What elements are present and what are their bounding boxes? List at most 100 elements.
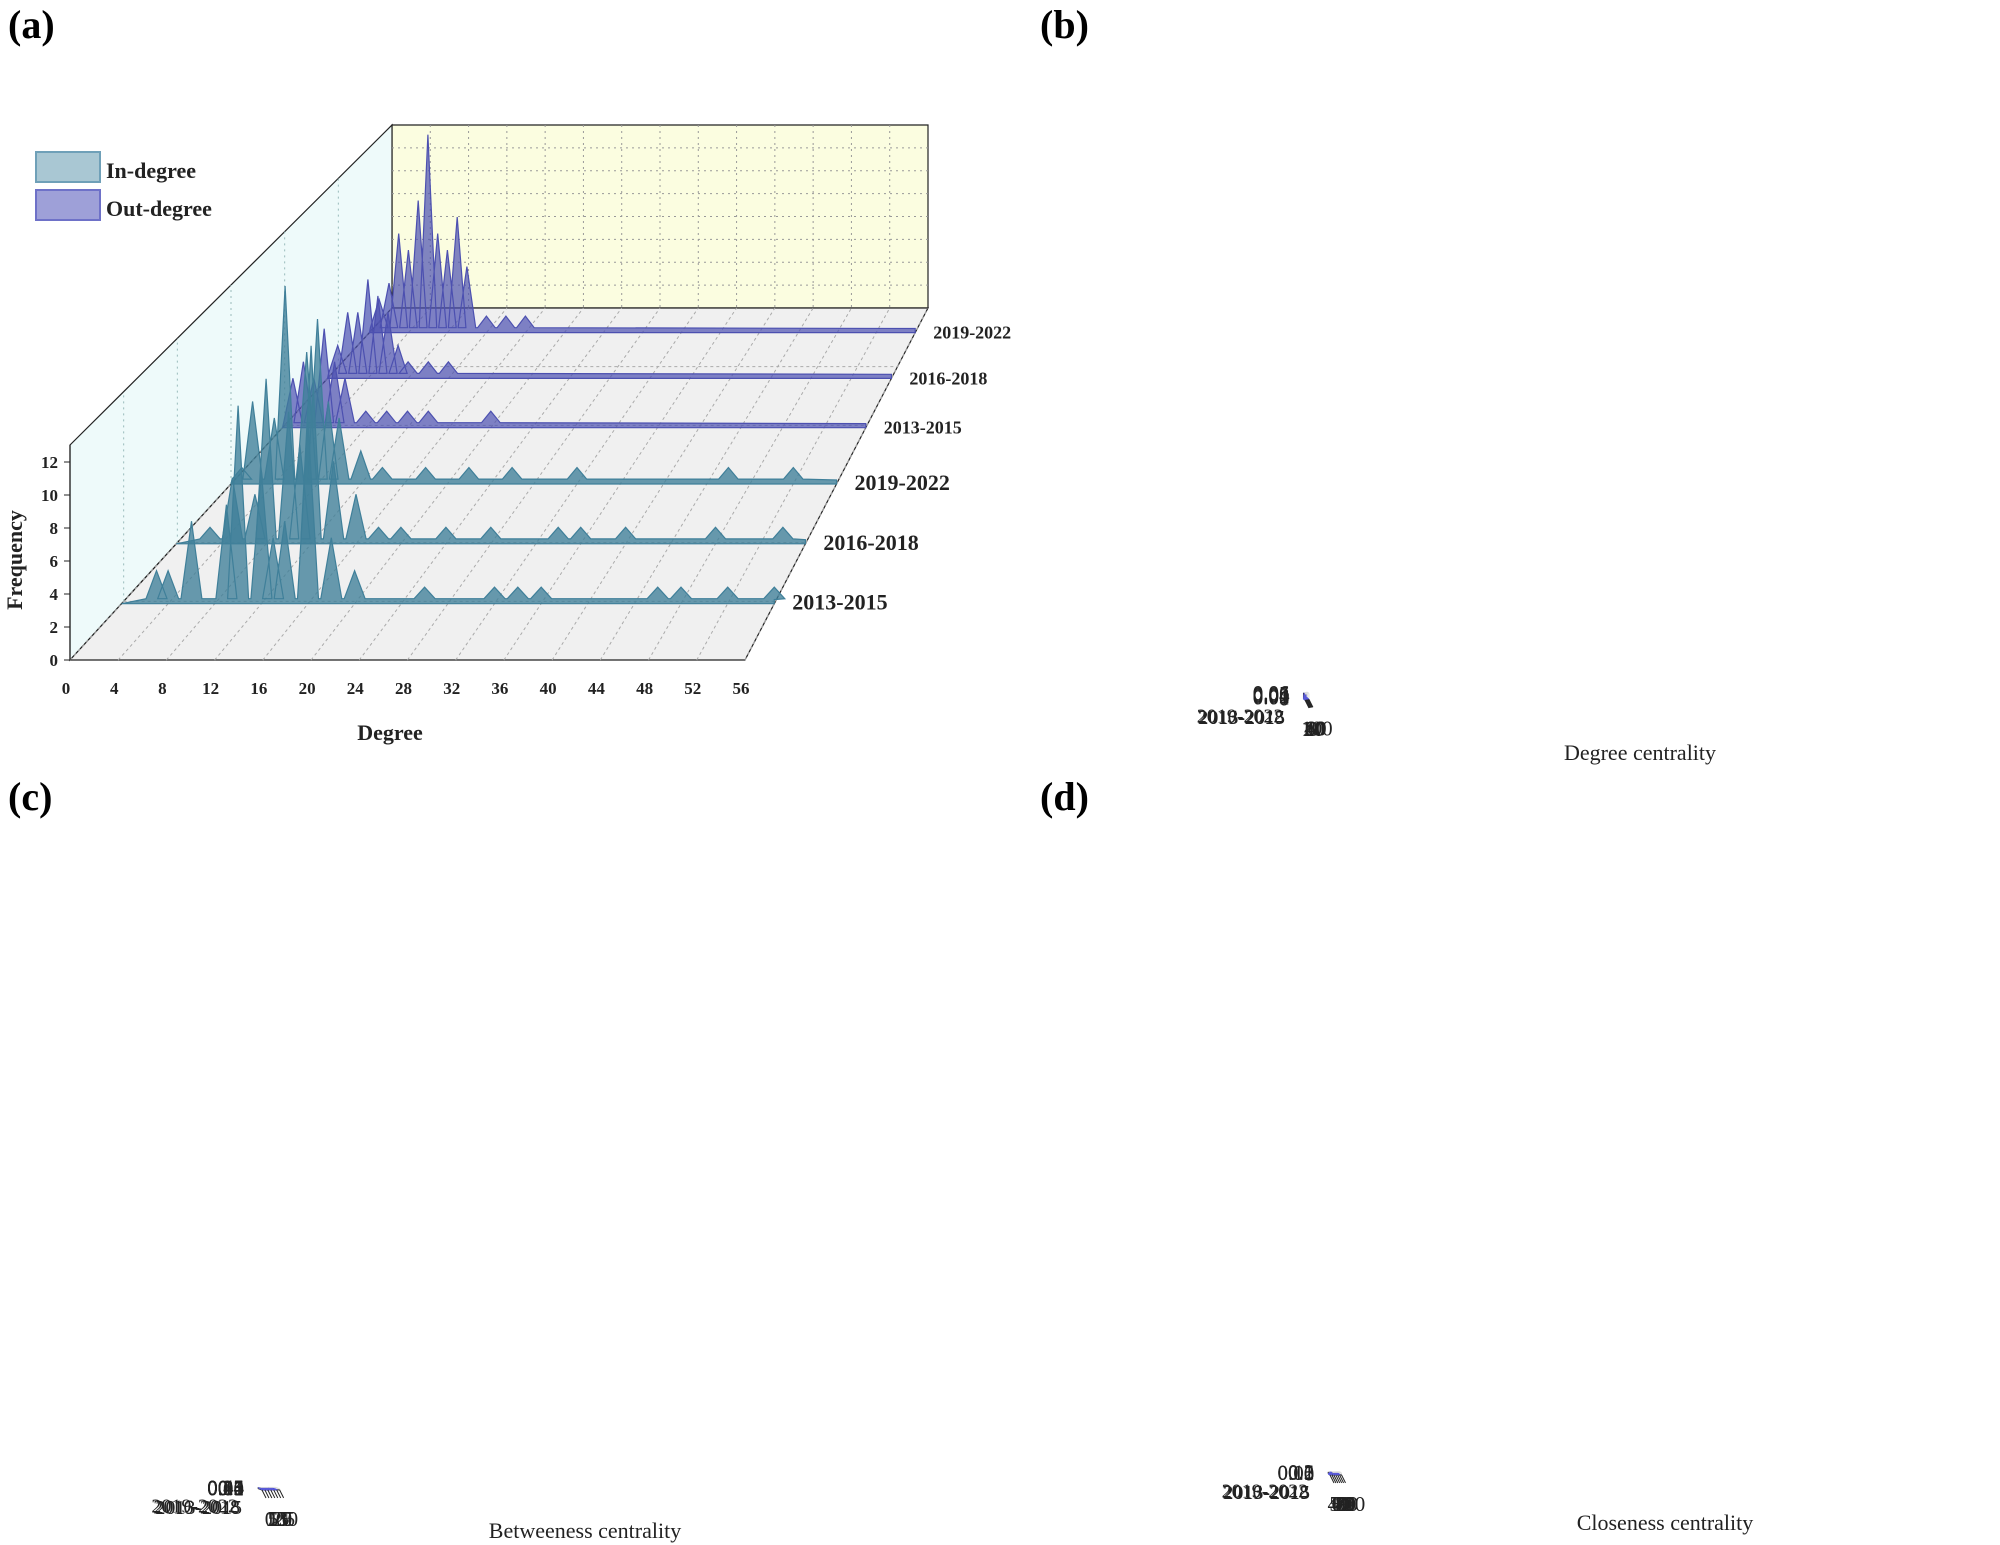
x-tick-25: 25 [274,1507,295,1531]
x-tick-mark [1307,699,1313,708]
legend-swatch-in-degree [35,151,101,183]
x-tick-10: 10 [265,1507,286,1531]
x-axis-title: Betweeness centrality [489,1518,681,1543]
x-tick-36: 36 [491,679,508,698]
y-tick-0: 0 [1279,687,1290,711]
y-tick-0: 0 [50,651,59,670]
y-tick-0.02: 0.02 [1253,685,1290,709]
x-tick-100: 100 [1301,716,1333,740]
period-tick-2019-2022: 2019-2022 [1222,1481,1309,1503]
surface-curve-2016-2018 [259,1487,276,1490]
period-labels: 2019-2022 2016-2018 2013-2015 2019-2022 2016… [792,323,1011,615]
x-axis-title: Degree centrality [1564,740,1716,765]
x-tick-70: 70 [1333,1492,1354,1516]
x-tick-mark [261,1489,267,1499]
x-axis-title: Closeness centrality [1577,1510,1754,1535]
x-tick-mark [1335,1474,1341,1484]
x-tick-56: 56 [733,679,750,698]
period-tick-2019-2022: 2019-2022 [151,1496,238,1518]
x-tick-0: 0 [1308,717,1319,741]
series-out-degree-2016-2018 [326,279,892,379]
x-tick-15: 15 [268,1507,289,1531]
period-tick-2016-2018: 2016-2018 [153,1496,240,1518]
series-group [121,134,916,605]
x-tick-20: 20 [1303,717,1324,741]
series-in-degree-2013-2015 [121,405,787,605]
x-tick-8: 8 [158,679,167,698]
x-tick-40: 40 [540,679,557,698]
y-tick-0.15: 0.15 [1278,1460,1315,1484]
x-tick-0: 0 [265,1507,276,1531]
panel-label-a: (a) [8,2,55,47]
y-tick-0.1: 0.1 [218,1476,244,1500]
period-label-2019-2022: 2019-2022 [933,323,1011,343]
panel-c-chart: 05101520253000.050.10.150.20.250.30.350.… [151,1475,681,1543]
x-tick-mark [1341,1474,1346,1484]
x-tick-60: 60 [1331,1492,1352,1516]
x-tick-16: 16 [250,679,267,698]
x-tick-24: 24 [347,679,365,698]
y-tick-0.1: 0.1 [1288,1461,1314,1485]
x-tick-100: 100 [1334,1492,1366,1516]
ticks: 02040608010000.010.020.030.040.050.06201… [1197,681,1333,741]
y-tick-0.4: 0.4 [218,1476,245,1500]
y-tick-0.25: 0.25 [207,1476,244,1500]
x-tick-80: 80 [1306,716,1327,740]
y-tick-0.05: 0.05 [1278,1461,1315,1485]
x-tick-4: 4 [110,679,119,698]
x-tick-mark [1331,1474,1337,1484]
period-tick-2013-2015: 2013-2015 [1198,707,1285,729]
grid-line [1307,691,1310,694]
x-tick-mark [276,1489,282,1499]
x-tick-mark [1333,1474,1339,1484]
y-tick-0.15: 0.15 [207,1476,244,1500]
y-tick-6: 6 [50,552,59,571]
x-tick-32: 32 [443,679,460,698]
surface-curve-2019-2022 [1327,1471,1339,1475]
y-tick-0.04: 0.04 [1253,683,1290,707]
y-tick-0.35: 0.35 [207,1476,244,1500]
y-tick-8: 8 [50,519,59,538]
y-tick-0: 0 [234,1477,245,1501]
legend-label-out-degree: Out-degree [106,196,212,221]
x-tick-80: 80 [1335,1492,1356,1516]
y-tick-10: 10 [41,486,58,505]
panel-label-d: (d) [1040,774,1089,819]
surface-curve-2013-2015 [262,1488,278,1491]
legend-label-in-degree: In-degree [106,158,196,183]
y-tick-4: 4 [50,585,59,604]
period-tick-2016-2018: 2016-2018 [1198,706,1285,728]
x-ticks: 0 4 8 12 16 20 24 28 32 36 40 44 48 52 56 [62,679,750,698]
period-label-2013-2015: 2013-2015 [884,418,962,438]
x-tick-mark [1329,1474,1335,1484]
panel-label-b: (b) [1040,2,1089,47]
x-tick-12: 12 [202,679,219,698]
x-tick-20: 20 [271,1507,292,1531]
surface-curve-2019-2022 [1302,692,1307,700]
y-tick-0.05: 0.05 [1253,682,1290,706]
y-tick-0.05: 0.05 [207,1476,244,1500]
y-ticks: 0 2 4 6 8 10 12 [41,445,71,670]
x-tick-20: 20 [299,679,316,698]
y-tick-0.2: 0.2 [218,1476,244,1500]
y-tick-2: 2 [50,618,59,637]
x-tick-28: 28 [395,679,412,698]
x-tick-mark [1304,699,1310,709]
x-tick-mark [1337,1474,1343,1484]
y-tick-0: 0 [1304,1462,1315,1486]
x-tick-52: 52 [684,679,701,698]
panel-label-c: (c) [8,774,52,819]
surface-curve-2016-2018 [1329,1472,1340,1475]
legend: In-degree Out-degree [35,151,212,221]
period-tick-2016-2018: 2016-2018 [1222,1481,1309,1503]
x-tick-48: 48 [636,679,653,698]
x-tick-44: 44 [588,679,606,698]
x-tick-60: 60 [1305,717,1326,741]
x-tick-mark [267,1489,273,1499]
surface [257,1486,278,1491]
x-tick-mark [1305,699,1311,709]
x-tick-40: 40 [1328,1492,1349,1516]
y-tick-12: 12 [41,453,58,472]
